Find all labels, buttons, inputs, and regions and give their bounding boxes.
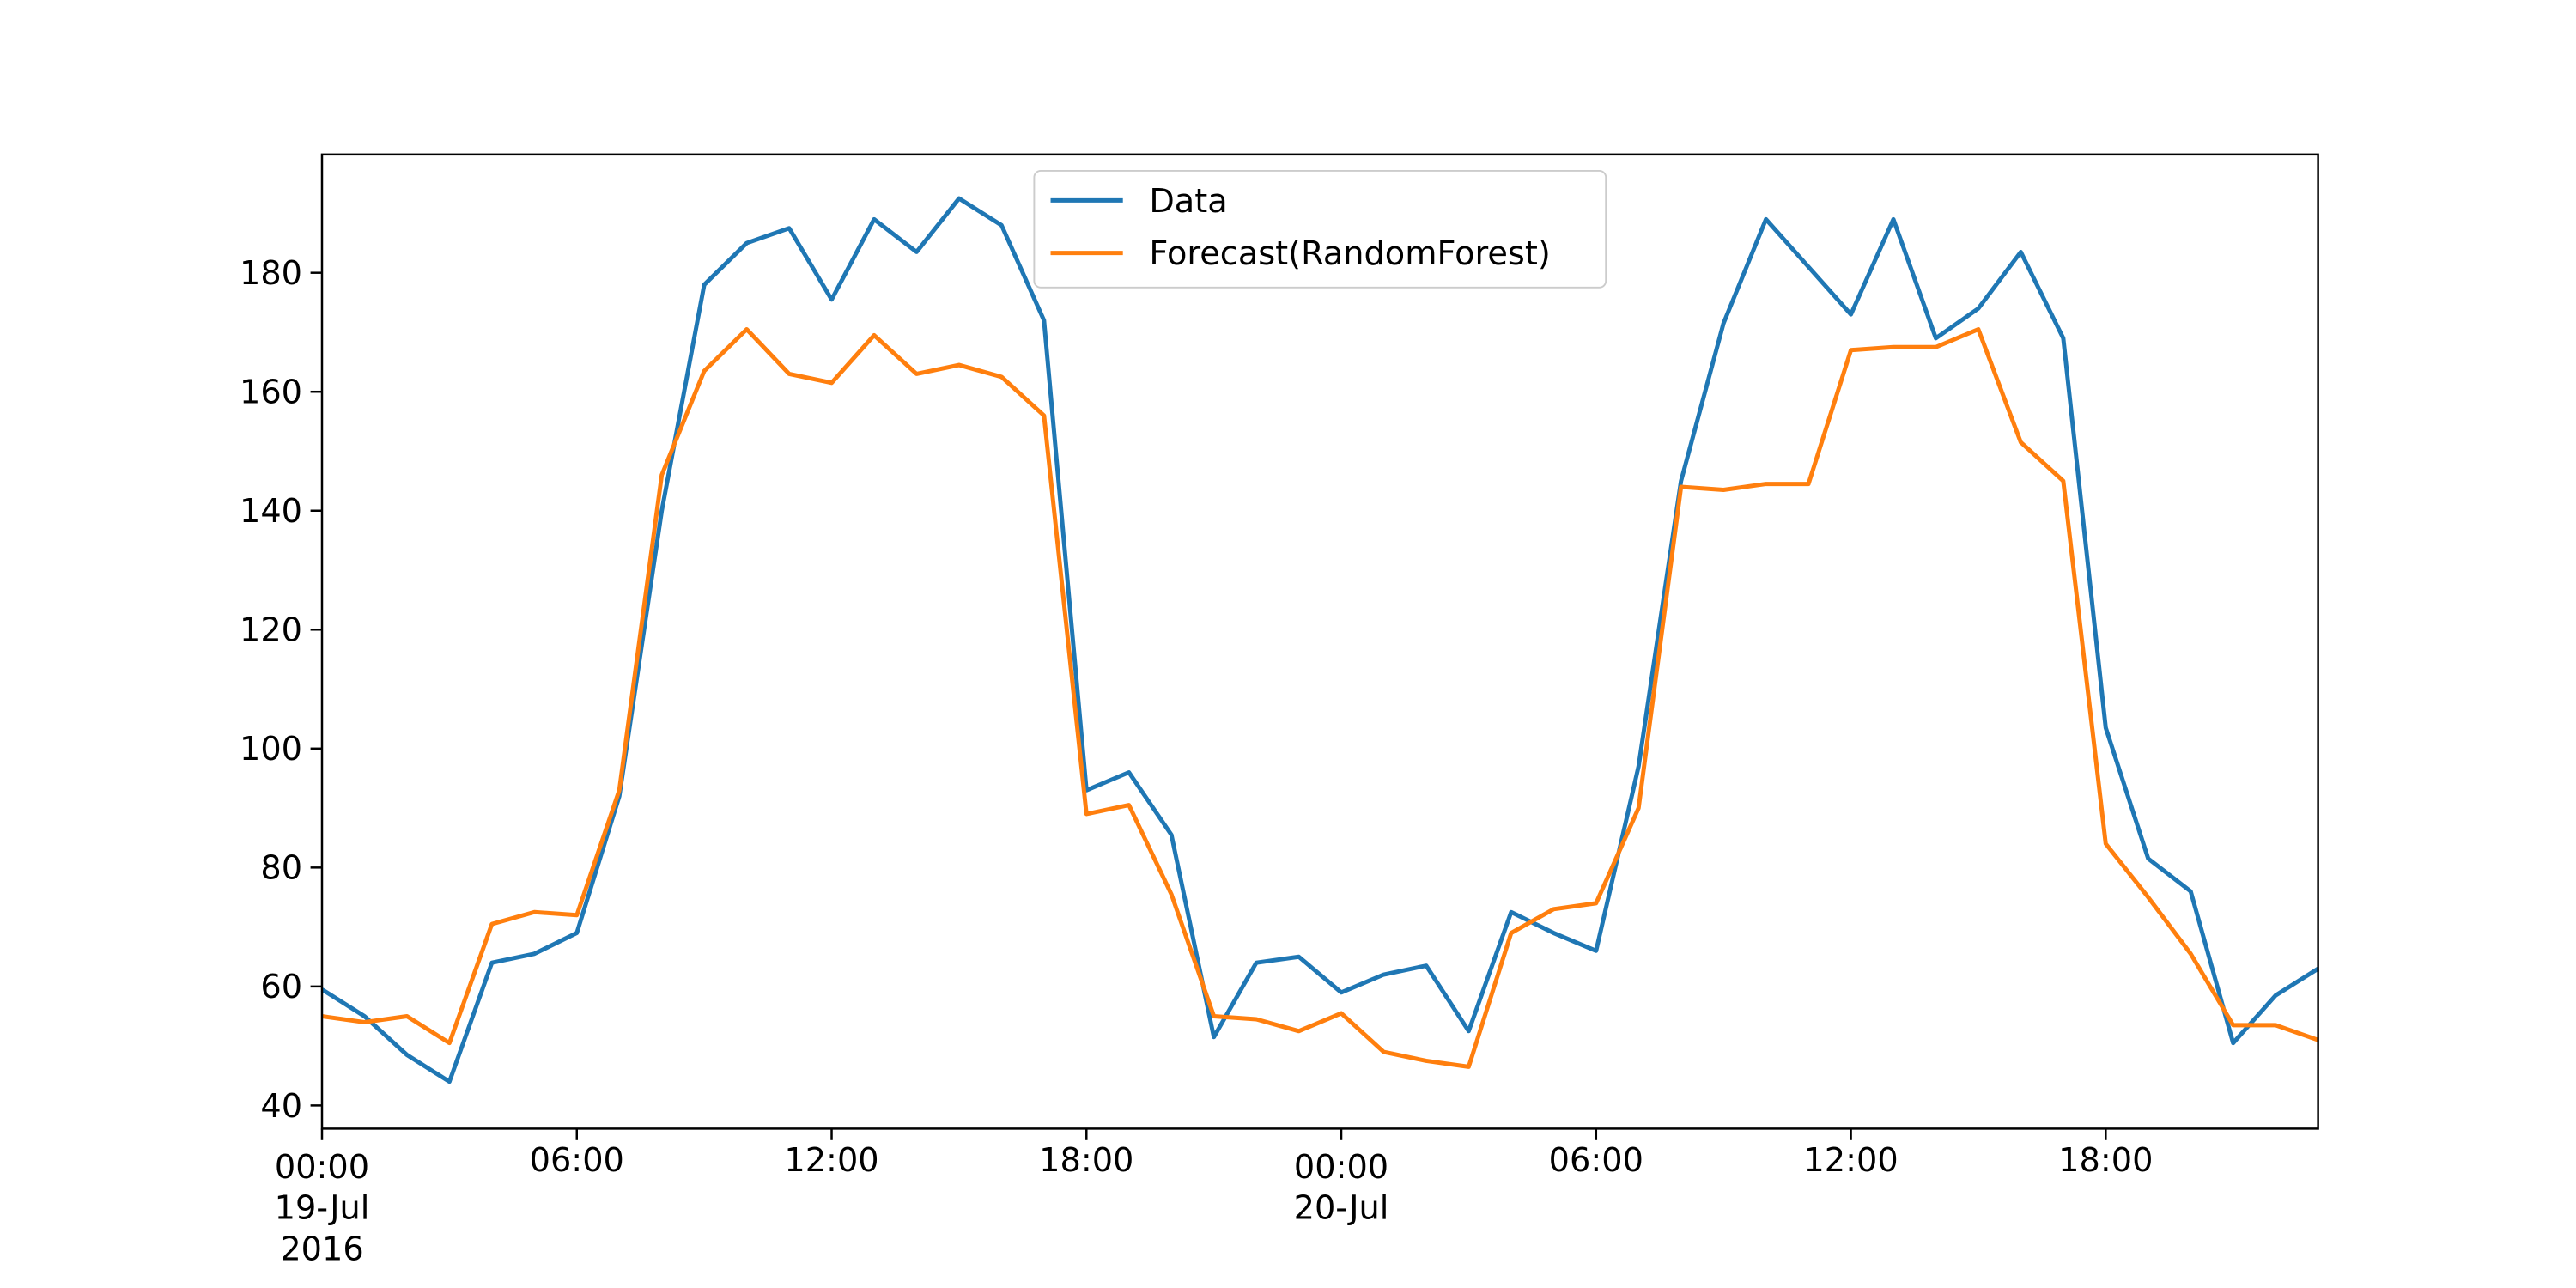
- data-line: [321, 326, 2319, 1069]
- x-tick-label: 06:00: [1549, 1141, 1643, 1180]
- y-tick-label: 100: [240, 730, 302, 769]
- x-tick-label: 2016: [280, 1230, 363, 1268]
- x-tick-label: 20-Jul: [1294, 1189, 1389, 1228]
- x-tick-label: 12:00: [784, 1141, 878, 1180]
- x-tick-label: 00:00: [1294, 1148, 1388, 1187]
- y-tick-label: 60: [260, 968, 302, 1006]
- legend-label: Data: [1149, 182, 1227, 221]
- plot-frame: [320, 153, 2319, 1130]
- y-tick-label: 40: [260, 1087, 302, 1126]
- x-tick-label: 19-Jul: [275, 1189, 370, 1228]
- y-tick-label: 140: [240, 492, 302, 531]
- legend-box: [1033, 170, 1607, 289]
- x-tick-label: 00:00: [275, 1148, 369, 1187]
- x-tick-label: 06:00: [530, 1141, 624, 1180]
- x-tick-label: 12:00: [1803, 1141, 1898, 1180]
- y-tick-label: 80: [260, 849, 302, 888]
- x-tick-label: 18:00: [2058, 1141, 2153, 1180]
- x-tick-label: 18:00: [1039, 1141, 1133, 1180]
- y-tick-label: 120: [240, 611, 302, 650]
- legend-label: Forecast(RandomForest): [1149, 234, 1550, 273]
- y-tick-label: 160: [240, 374, 302, 412]
- y-tick-label: 180: [240, 254, 302, 293]
- data-line: [320, 196, 2319, 1084]
